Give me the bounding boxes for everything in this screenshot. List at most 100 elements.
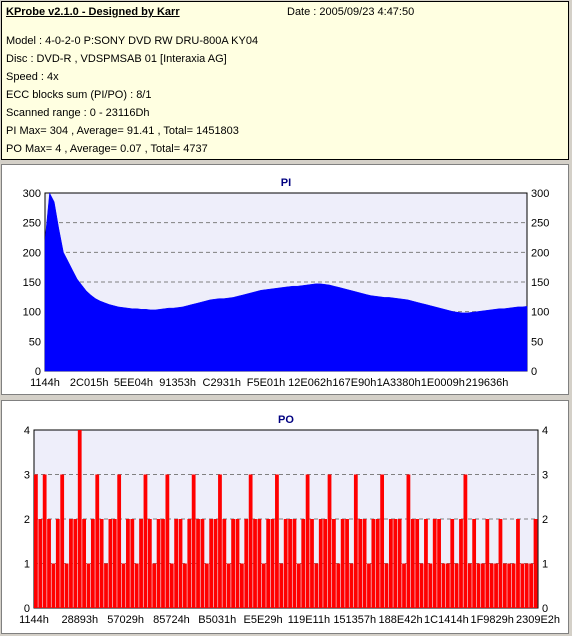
- y-tick-label-left: 200: [23, 247, 41, 259]
- po-bar: [511, 563, 516, 608]
- po-bar: [86, 563, 91, 608]
- info-panel: KProbe v2.1.0 - Designed by Karr Date : …: [1, 1, 569, 160]
- po-bar: [533, 519, 538, 608]
- scan-date: Date : 2005/09/23 4:47:50: [287, 6, 415, 18]
- x-tick-label: 151357h: [333, 614, 376, 626]
- po-bar: [156, 519, 161, 608]
- x-tick-label: 188E42h: [379, 614, 423, 626]
- po-bar: [139, 519, 143, 608]
- y-tick-label-right: 200: [531, 247, 549, 259]
- x-tick-label: 167E90h: [332, 377, 376, 389]
- po-bar: [126, 519, 130, 608]
- po-bar: [130, 519, 135, 608]
- po-bar: [489, 563, 494, 608]
- po-bar: [108, 519, 113, 608]
- po-bar: [502, 563, 507, 608]
- po-bar: [279, 563, 284, 608]
- po-bar: [384, 563, 389, 608]
- po-bar: [353, 474, 358, 608]
- po-bar: [476, 563, 481, 608]
- po-bar: [507, 563, 512, 608]
- y-tick-label-right: 0: [542, 603, 548, 615]
- po-bar: [253, 519, 257, 608]
- po-bar: [467, 563, 472, 608]
- pi-chart-panel: PI 0 0 50 50 100 100 150 150 200 200 250 250 300 300 11…: [1, 164, 569, 395]
- series-marks: [44, 192, 528, 372]
- po-bar: [90, 519, 95, 608]
- po-bar: [178, 519, 183, 608]
- po-bar: [529, 563, 534, 608]
- range-line: Scanned range : 0 - 23116Dh: [6, 107, 150, 119]
- y-tick-label-left: 100: [23, 307, 41, 319]
- po-bar: [428, 563, 433, 608]
- x-tick-label: F5E01h: [247, 377, 286, 389]
- x-tick-label: 91353h: [159, 377, 196, 389]
- po-bar: [305, 474, 310, 608]
- po-bar: [204, 563, 209, 608]
- po-bar: [77, 430, 82, 608]
- x-tick-label: 2309E2h: [516, 614, 560, 626]
- po-bar: [261, 563, 266, 608]
- po-bar: [95, 474, 100, 608]
- x-tick-label: 1E0009h: [421, 377, 465, 389]
- po-bar: [415, 519, 420, 608]
- po-bar: [112, 519, 117, 608]
- po-bar: [183, 563, 187, 608]
- po-bar: [472, 519, 477, 608]
- po-bar: [64, 563, 69, 608]
- y-tick-label-right: 100: [531, 307, 549, 319]
- po-bar: [218, 474, 222, 608]
- x-tick-label: 1A3380h: [377, 377, 421, 389]
- y-tick-label-left: 300: [23, 188, 41, 200]
- x-tick-label: 1144h: [19, 614, 49, 626]
- disc-line: Disc : DVD-R , VDSPMSAB 01 [Interaxia AG…: [6, 53, 227, 65]
- po-bar: [196, 519, 200, 608]
- x-tick-label: 1144h: [30, 377, 60, 389]
- po-bar: [38, 519, 43, 608]
- po-bar: [332, 519, 336, 608]
- po-bar: [82, 519, 86, 608]
- y-tick-label-right: 250: [531, 218, 549, 230]
- speed-line: Speed : 4x: [6, 71, 59, 83]
- y-tick-label-left: 0: [35, 366, 41, 378]
- po-bar: [340, 519, 345, 608]
- po-summary-line: PO Max= 4 , Average= 0.07 , Total= 4737: [6, 143, 208, 155]
- po-bar: [117, 474, 122, 608]
- po-bar: [69, 519, 73, 608]
- y-tick-label-right: 150: [531, 277, 549, 289]
- po-bar: [323, 519, 328, 608]
- po-bar: [121, 563, 126, 608]
- y-tick-label-left: 1: [24, 559, 30, 571]
- po-bar: [292, 519, 297, 608]
- po-bar: [283, 519, 288, 608]
- po-bar: [99, 519, 104, 608]
- x-tick-label: 85724h: [153, 614, 190, 626]
- y-tick-label-right: 300: [531, 188, 549, 200]
- app-title: KProbe v2.1.0 - Designed by Karr: [6, 6, 180, 18]
- y-tick-label-right: 4: [542, 425, 548, 437]
- po-bar: [288, 519, 292, 608]
- po-bar: [349, 563, 354, 608]
- x-tick-label: C2931h: [203, 377, 242, 389]
- po-bar: [134, 563, 139, 608]
- x-tick-label: 5EE04h: [114, 377, 153, 389]
- po-bar: [51, 563, 56, 608]
- po-bar: [248, 474, 253, 608]
- x-tick-label: 219636h: [466, 377, 509, 389]
- ecc-line: ECC blocks sum (PI/PO) : 8/1: [6, 89, 152, 101]
- po-bar: [375, 519, 380, 608]
- series-marks: [34, 430, 538, 608]
- po-bar: [516, 519, 520, 608]
- po-bar: [257, 519, 262, 608]
- po-bar: [174, 519, 179, 608]
- y-tick-label-right: 0: [531, 366, 537, 378]
- po-bar: [191, 474, 196, 608]
- po-bar: [169, 563, 174, 608]
- po-bar: [266, 519, 271, 608]
- po-bar: [60, 474, 65, 608]
- y-tick-label-left: 3: [24, 470, 30, 482]
- po-bar: [314, 563, 319, 608]
- po-bar: [380, 474, 385, 608]
- y-tick-label-left: 2: [24, 514, 30, 526]
- y-tick-label-right: 2: [542, 514, 548, 526]
